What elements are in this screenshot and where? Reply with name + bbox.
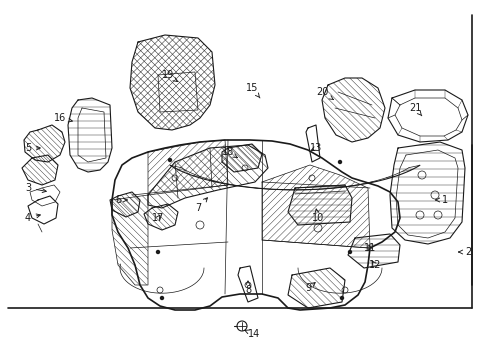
Text: 7: 7	[195, 198, 207, 213]
Circle shape	[169, 158, 171, 162]
Text: 10: 10	[312, 209, 324, 223]
Text: 13: 13	[310, 143, 322, 153]
Circle shape	[348, 251, 351, 253]
Text: 2: 2	[459, 247, 471, 257]
Text: 19: 19	[162, 70, 177, 81]
Circle shape	[156, 251, 160, 253]
Text: 9: 9	[305, 283, 315, 293]
Text: 4: 4	[25, 213, 40, 223]
Text: 20: 20	[316, 87, 333, 100]
Text: 21: 21	[409, 103, 422, 116]
Text: 3: 3	[25, 183, 46, 193]
Text: 17: 17	[152, 213, 164, 223]
Text: 8: 8	[245, 281, 251, 295]
Text: 12: 12	[369, 260, 381, 270]
Circle shape	[161, 297, 164, 300]
Text: 5: 5	[25, 143, 40, 153]
Text: 15: 15	[246, 83, 260, 98]
Circle shape	[341, 297, 343, 300]
Text: 18: 18	[222, 147, 237, 158]
Text: 14: 14	[245, 329, 260, 339]
Text: 1: 1	[436, 195, 448, 205]
Circle shape	[339, 161, 342, 163]
Text: 6: 6	[115, 195, 127, 205]
Text: 11: 11	[364, 243, 376, 253]
Text: 16: 16	[54, 113, 73, 123]
